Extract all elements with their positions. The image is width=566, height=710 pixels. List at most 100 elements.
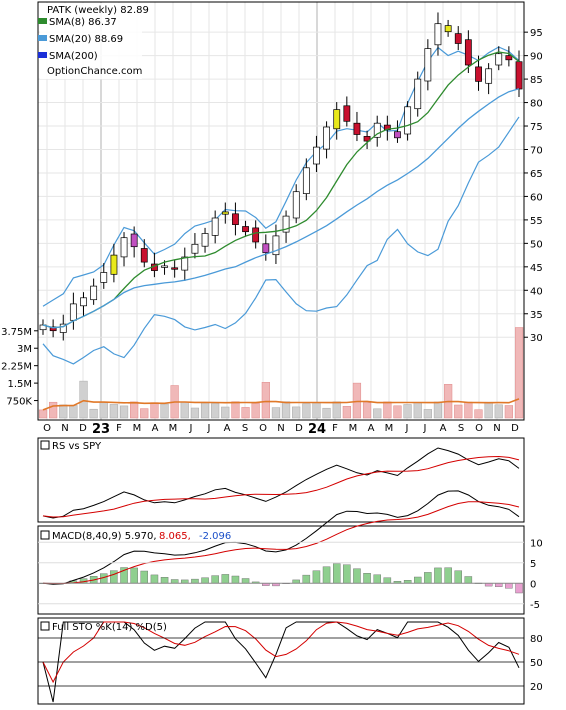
volume-tick-label-2: 2.25M — [1, 362, 32, 373]
time-label-10: A — [224, 423, 231, 434]
volume-bar-33 — [373, 408, 382, 419]
volume-bar-6 — [99, 402, 108, 419]
macd-tick-label-0: 0 — [530, 579, 536, 590]
candle-body-47 — [515, 61, 523, 90]
watermark: OptionChance.com — [47, 66, 142, 77]
macd-hist-bar-41 — [454, 570, 463, 584]
candle-body-37 — [414, 78, 422, 110]
candle-body-20 — [242, 226, 249, 233]
sto-legend-marker — [40, 621, 50, 631]
volume-bar-38 — [423, 409, 432, 419]
time-label-22: A — [440, 423, 447, 434]
candle-body-36 — [404, 106, 412, 135]
macd-hist-bar-46 — [505, 583, 513, 589]
macd-hist-bar-16 — [201, 577, 209, 584]
macd-hist-bar-9 — [130, 567, 138, 584]
sto-series — [42, 621, 520, 703]
candle-body-27 — [313, 146, 320, 165]
candle-body-9 — [130, 233, 138, 248]
macd-hist-bar-13 — [170, 579, 179, 584]
price-tick-label-35: 35 — [530, 310, 543, 321]
sto-tick-label-20: 20 — [530, 682, 543, 693]
time-label-6: A — [152, 423, 159, 434]
macd-hist-bar-28 — [322, 566, 331, 584]
sto-label: Full STO %K(14) %D(5) — [52, 622, 167, 633]
candle-body-31 — [353, 122, 361, 135]
macd-signal-label: 8.065, — [159, 531, 191, 542]
candle-body-40 — [444, 25, 452, 33]
candle-body-21 — [252, 227, 260, 243]
volume-bar-12 — [160, 403, 169, 419]
macd-hist-bar-27 — [312, 570, 321, 584]
time-label-25: N — [493, 423, 500, 434]
candle-body-46 — [505, 55, 513, 61]
sma8-legend-label: SMA(8) 86.37 — [49, 17, 117, 28]
macd-hist-bar-38 — [424, 572, 432, 584]
rs-legend-marker — [40, 440, 50, 450]
sma200-swatch — [38, 52, 47, 58]
macd-hist-bar-34 — [383, 577, 392, 584]
candle-body-44 — [485, 68, 493, 84]
macd-signal-line — [42, 501, 520, 584]
volume-bar-9 — [130, 401, 139, 419]
candle-body-28 — [323, 126, 330, 150]
macd-hist-bar-26 — [302, 574, 311, 584]
volume-bar-44 — [484, 401, 493, 419]
macd-hist-bar-7 — [110, 570, 118, 584]
candle-body-39 — [434, 23, 442, 46]
candle-body-26 — [302, 167, 310, 194]
time-label-11: S — [242, 423, 248, 434]
price-tick-label-70: 70 — [530, 145, 543, 156]
macd-hist-bar-14 — [180, 579, 189, 584]
volume-average-line — [42, 398, 520, 411]
volume-bar-17 — [211, 403, 220, 419]
macd-hist-label: -2.096 — [199, 531, 231, 542]
candle-body-38 — [424, 48, 432, 82]
legend-backdrop — [40, 3, 142, 79]
candle-body-23 — [272, 235, 280, 256]
volume-bar-42 — [464, 401, 473, 419]
price-tick-label-85: 85 — [530, 75, 543, 86]
price-tick-label-65: 65 — [530, 169, 543, 180]
volume-bars — [38, 327, 524, 419]
macd-hist-bar-45 — [495, 583, 503, 587]
macd-hist-bar-39 — [434, 567, 442, 584]
price-panel-frame — [37, 1, 525, 421]
macd-hist-bar-42 — [464, 576, 473, 584]
sma20-legend-label: SMA(20) 88.69 — [49, 34, 123, 45]
volume-bar-31 — [352, 382, 362, 419]
volume-bar-5 — [89, 408, 98, 419]
macd-hist-bar-29 — [333, 563, 341, 584]
volume-bar-16 — [200, 402, 210, 419]
sma200-legend-label: SMA(200) — [49, 51, 98, 62]
price-tick-label-45: 45 — [530, 263, 543, 274]
volume-bar-37 — [413, 402, 422, 419]
volume-bar-3 — [69, 405, 78, 419]
time-label-13: N — [277, 423, 284, 434]
macd-hist-bar-10 — [140, 570, 148, 584]
volume-bar-14 — [180, 401, 189, 419]
volume-bar-0 — [38, 409, 48, 419]
candle-body-29 — [333, 109, 341, 130]
time-label-20: J — [405, 423, 409, 434]
sto-d-line — [42, 621, 520, 684]
macd-hist-bar-19 — [231, 575, 240, 584]
macd-hist-bar-30 — [343, 564, 351, 584]
candle-body-30 — [343, 105, 351, 122]
time-label-4: F — [116, 423, 122, 434]
candle-body-3 — [69, 303, 77, 321]
macd-hist-bar-17 — [211, 575, 219, 584]
candle-body-45 — [495, 53, 503, 66]
time-label-14: D — [295, 423, 303, 434]
price-axis: 30 35 40 45 50 55 60 65 70 75 80 85 90 95 — [524, 28, 543, 344]
volume-bar-29 — [332, 401, 341, 419]
volume-bar-23 — [271, 407, 281, 419]
macd-tick-label-5: 5 — [530, 559, 536, 570]
macd-axis: 10 5 0 -5 — [38, 538, 543, 611]
volume-bar-27 — [312, 402, 321, 419]
rs-label: RS vs SPY — [52, 441, 102, 452]
sto-tick-label-80: 80 — [530, 634, 543, 645]
time-label-15: 24 — [308, 422, 326, 437]
